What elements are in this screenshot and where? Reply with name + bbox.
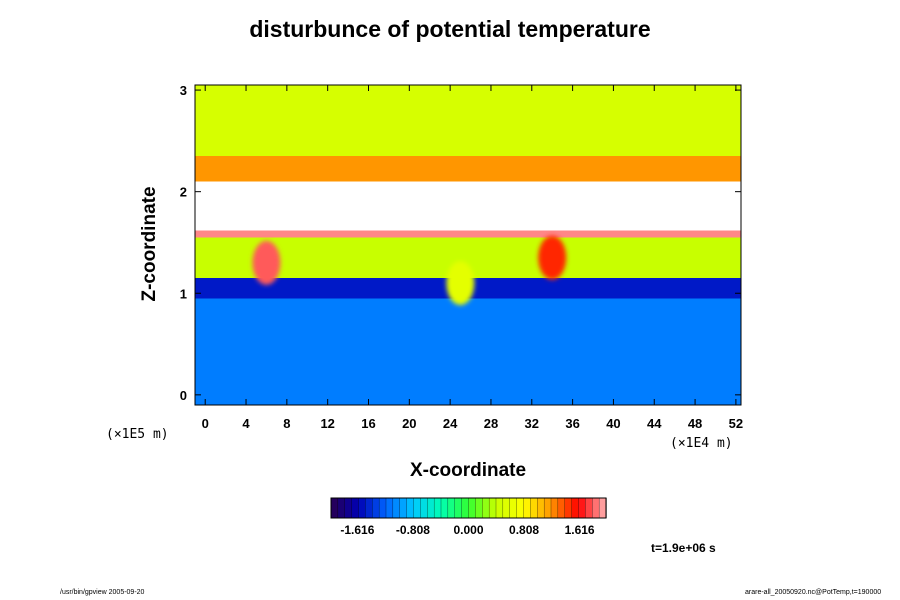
- y-tick-label: 3: [180, 83, 187, 98]
- colorbar-cell: [571, 497, 580, 519]
- colorbar-tick-label: 0.000: [453, 523, 483, 537]
- heatmap-field: [195, 85, 741, 405]
- colorbar-tick-label: -0.808: [396, 523, 430, 537]
- colorbar-cell: [468, 497, 477, 519]
- y-axis-unit: (×1E5 m): [106, 427, 169, 442]
- footer-command: /usr/bin/gpview 2005-09-20: [60, 589, 145, 596]
- x-tick-label: 8: [283, 416, 290, 431]
- colorbar-cell: [433, 497, 442, 519]
- colorbar-cell: [440, 497, 449, 519]
- colorbar-tick-label: 1.616: [565, 523, 595, 537]
- y-axis-label: Z-coordinate: [139, 186, 160, 302]
- plume-1: [252, 240, 281, 285]
- colorbar-cell: [530, 497, 538, 519]
- colorbar-cell: [385, 497, 394, 519]
- time-label: t=1.9e+06 s: [651, 541, 716, 555]
- x-tick-label: 52: [729, 416, 743, 431]
- x-axis-label: X-coordinate: [409, 460, 527, 481]
- colorbar-cell: [413, 497, 422, 519]
- colorbar-cell: [482, 497, 490, 519]
- colorbar-tick-label: 0.808: [509, 523, 539, 537]
- colorbar-cell: [537, 497, 545, 519]
- x-tick-label: 16: [361, 416, 375, 431]
- colorbar-cell: [557, 497, 566, 519]
- colorbar-cell: [488, 497, 497, 519]
- colorbar-cell: [392, 497, 401, 519]
- colorbar-cell: [399, 497, 408, 519]
- colorbar-cell: [365, 497, 373, 519]
- colorbar: -1.616 -0.808 0.000 0.808 1.616: [330, 497, 607, 537]
- colorbar-cell: [378, 497, 387, 519]
- colorbar-cell: [461, 497, 470, 519]
- colorbar-cell: [550, 497, 559, 519]
- colorbar-cell: [495, 497, 504, 519]
- colorbar-cell: [454, 497, 463, 519]
- plume-3: [538, 235, 567, 280]
- colorbar-cell: [420, 497, 428, 519]
- x-tick-label: 20: [402, 416, 416, 431]
- chart-title: disturbunce of potential temperature: [249, 16, 651, 42]
- colorbar-cell: [372, 497, 380, 519]
- colorbar-cell: [330, 497, 339, 519]
- colorbar-cell: [543, 497, 552, 519]
- x-tick-label: 0: [202, 416, 209, 431]
- colorbar-cell: [578, 497, 587, 519]
- colorbar-cell: [427, 497, 435, 519]
- plot-area: [195, 85, 741, 405]
- colorbar-cell: [351, 497, 360, 519]
- y-tick-label: 1: [180, 286, 187, 301]
- footer-source: arare-all_20050920.nc@PotTemp,t=190000: [745, 589, 882, 596]
- colorbar-cell: [358, 497, 367, 519]
- colorbar-cell: [516, 497, 525, 519]
- colorbar-frame: [330, 497, 607, 519]
- x-tick-label: 48: [688, 416, 702, 431]
- x-tick-label: 24: [443, 416, 458, 431]
- x-axis: 0 4 8 12 16 20 24 28 32 36 40 44 48 52: [202, 85, 743, 431]
- x-tick-label: 4: [242, 416, 250, 431]
- colorbar-cell: [598, 497, 607, 519]
- colorbar-cell: [475, 497, 483, 519]
- colorbar-cell: [406, 497, 415, 519]
- x-tick-label: 28: [484, 416, 498, 431]
- colorbar-cell: [585, 497, 593, 519]
- plume-2: [446, 261, 475, 306]
- x-axis-unit: (×1E4 m): [670, 436, 733, 451]
- colorbar-cell: [502, 497, 511, 519]
- colorbar-tick-label: -1.616: [340, 523, 374, 537]
- plot-frame: [194, 84, 742, 406]
- colorbar-cell: [344, 497, 353, 519]
- colorbar-cell: [523, 497, 532, 519]
- x-tick-label: 32: [525, 416, 539, 431]
- x-tick-label: 36: [565, 416, 579, 431]
- x-tick-label: 40: [606, 416, 620, 431]
- y-axis: 0 1 2 3: [180, 83, 741, 403]
- colorbar-cell: [337, 497, 346, 519]
- colorbar-cell: [592, 497, 600, 519]
- y-tick-label: 0: [180, 388, 187, 403]
- plume-layer: [252, 235, 567, 306]
- x-tick-label: 44: [647, 416, 662, 431]
- x-tick-label: 12: [320, 416, 334, 431]
- colorbar-cell: [564, 497, 573, 519]
- colorbar-cell: [447, 497, 456, 519]
- y-tick-label: 2: [180, 185, 187, 200]
- colorbar-cell: [509, 497, 518, 519]
